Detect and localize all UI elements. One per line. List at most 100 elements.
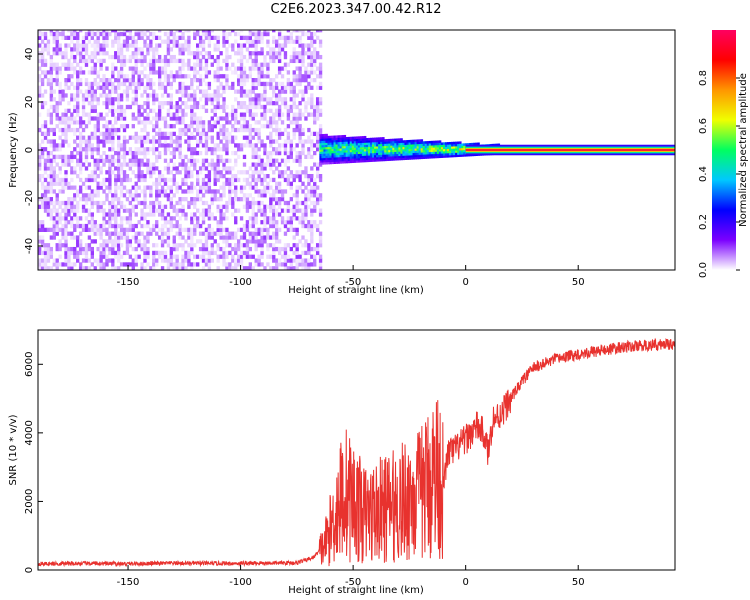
heat-cell (313, 54, 317, 60)
heat-cell (196, 189, 200, 194)
heat-cell (155, 250, 159, 256)
heat-cell (436, 151, 440, 154)
heat-cell (310, 235, 314, 240)
heat-cell (204, 258, 209, 263)
heat-cell (108, 78, 112, 83)
heat-cell (386, 156, 389, 159)
heat-cell (416, 150, 420, 153)
heat-cell (49, 158, 54, 163)
heat-cell (242, 78, 247, 83)
heat-cell (216, 254, 220, 259)
heat-cell (73, 139, 77, 144)
heat-cell (84, 78, 89, 83)
heat-cell (236, 81, 241, 87)
colorbar-tick-label: 0.4 (698, 166, 709, 182)
heat-cell (313, 143, 317, 148)
heat-cell (428, 153, 432, 157)
heat-cell (155, 116, 159, 121)
heat-cell (64, 124, 68, 129)
heat-cell (286, 200, 291, 206)
heat-cell (213, 216, 217, 221)
heat-cell (304, 185, 308, 190)
heat-cell (228, 54, 232, 60)
heat-cell (146, 147, 150, 152)
heat-cell (304, 223, 308, 229)
heat-cell (73, 204, 77, 209)
heat-cell (310, 174, 314, 179)
heat-cell (105, 31, 109, 37)
heat-cell (321, 151, 324, 154)
heat-cell (155, 51, 159, 56)
heat-cell (155, 124, 159, 129)
heat-cell (117, 54, 121, 60)
heat-cell (49, 150, 54, 156)
heat-cell (207, 174, 212, 179)
heat-cell (321, 142, 324, 146)
heat-cell (198, 135, 203, 140)
heat-cell (440, 146, 444, 150)
heat-cell (105, 39, 109, 44)
heat-cell (119, 112, 124, 117)
heat-cell (140, 112, 144, 117)
heat-cell (108, 89, 112, 94)
heat-cell (345, 136, 349, 140)
heat-cell (193, 212, 197, 217)
heat-cell (178, 85, 182, 90)
heat-cell (146, 74, 150, 79)
heat-cell (222, 85, 226, 90)
heat-cell (239, 235, 244, 240)
heat-cell (114, 51, 118, 56)
heat-cell (245, 35, 250, 40)
heat-cell (152, 208, 156, 213)
heat-cell (228, 158, 232, 163)
heat-cell (310, 39, 314, 44)
heat-cell (298, 239, 302, 244)
heat-cell (125, 93, 130, 98)
heat-cell (239, 85, 244, 90)
heat-cell (193, 200, 197, 206)
heat-cell (128, 104, 133, 110)
heat-cell (357, 155, 361, 159)
heat-cell (155, 220, 159, 225)
heat-cell (122, 150, 127, 156)
heat-cell (187, 74, 191, 79)
heat-cell (111, 262, 115, 267)
heat-cell (61, 162, 65, 167)
heat-cell (341, 137, 345, 140)
heat-cell (245, 127, 250, 133)
heat-cell (157, 54, 162, 60)
heat-cell (239, 262, 244, 267)
heat-cell (353, 147, 357, 150)
heat-cell (286, 30, 291, 33)
heat-cell (61, 181, 65, 186)
heat-cell (149, 170, 153, 175)
heat-cell (204, 101, 209, 106)
heat-cell (272, 58, 276, 64)
heat-cell (49, 97, 54, 102)
heat-cell (204, 89, 209, 94)
heat-cell (137, 200, 141, 206)
heat-cell (277, 135, 282, 140)
heat-cell (102, 47, 106, 52)
heat-cell (67, 108, 71, 113)
heat-cell (102, 177, 106, 183)
heat-cell (301, 112, 305, 117)
heat-cell (64, 200, 68, 206)
heat-cell (111, 147, 115, 152)
heat-cell (55, 101, 59, 106)
heat-cell (204, 143, 209, 148)
heat-cell (64, 208, 68, 213)
heat-cell (275, 235, 279, 240)
heat-cell (181, 181, 185, 186)
heat-cell (157, 208, 162, 213)
heat-cell (390, 156, 393, 159)
heat-cell (52, 143, 56, 148)
heat-cell (406, 144, 409, 147)
heat-cell (313, 254, 317, 259)
heat-cell (318, 235, 323, 240)
heat-cell (318, 124, 323, 129)
heat-cell (169, 124, 174, 129)
heat-cell (128, 81, 133, 87)
heat-cell (117, 139, 121, 144)
heat-cell (102, 43, 106, 48)
